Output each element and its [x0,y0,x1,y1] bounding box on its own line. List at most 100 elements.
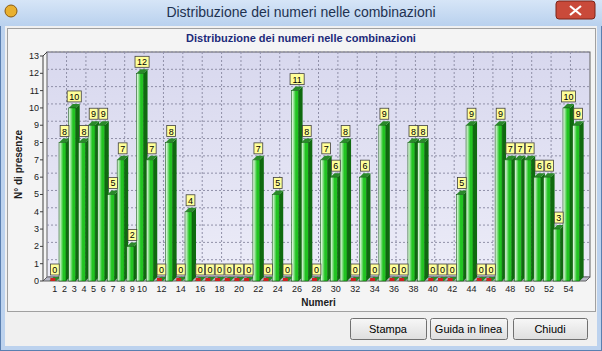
data-label: 2 [128,229,137,240]
data-label-box [419,126,428,137]
x-tick-label: 36 [389,284,399,294]
data-label-text: 0 [266,265,271,275]
data-label-text: 11 [292,75,301,85]
bar-front [98,125,105,281]
zero-marker [234,278,239,281]
close-icon [570,6,581,15]
x-tick-label: 42 [447,284,457,294]
bar [495,121,506,281]
bar-side [366,173,370,281]
data-label-box [535,160,544,171]
data-label-text: 0 [227,265,232,275]
y-tick [40,159,43,160]
bar [311,277,322,281]
data-label-box [196,264,205,275]
bar-top [243,277,254,281]
data-label-box [496,108,505,119]
bar-front [69,108,76,281]
data-label-box [264,264,273,275]
bar [437,277,448,281]
bar-top [389,277,400,281]
bar-top [78,139,89,143]
data-label-text: 12 [137,57,147,67]
y-grid [47,138,590,139]
bar-top [156,277,167,281]
bar-top [88,121,99,125]
data-label-text: 0 [488,265,493,275]
bar [476,277,487,281]
zero-marker [370,278,375,281]
x-tick-label: 10 [137,284,147,294]
data-label: 8 [80,126,89,137]
zero-marker [448,278,453,281]
x-tick-label: 26 [292,284,302,294]
bar [350,277,361,281]
x-tick-label: 14 [176,284,186,294]
data-label: 7 [516,143,525,154]
y-tick-label: 13 [29,51,39,61]
bar [359,173,370,281]
bar-top [359,173,370,177]
data-label-box [545,160,554,171]
bar-top [301,139,312,143]
y-tick [40,229,43,230]
zero-marker [477,278,482,281]
x-grid [163,52,164,277]
data-label-text: 7 [518,144,523,154]
bar-side [173,139,177,281]
bar [253,156,264,281]
y-tick-label: 1 [34,259,39,269]
zero-marker [196,278,201,281]
bar-front [321,160,328,281]
close-button[interactable] [556,1,595,19]
x-tick-label: 46 [486,284,496,294]
x-tick-label: 38 [408,284,418,294]
chart-panel [8,29,596,312]
bar-front [418,143,425,281]
button[interactable]: Chiudi [514,319,588,340]
bar [98,121,109,281]
bar-top [505,156,516,160]
button[interactable]: Guida in linea [431,319,508,340]
zero-marker [312,278,317,281]
bar [505,156,516,281]
data-label: 0 [438,264,447,275]
data-label-box [215,264,224,275]
data-label-text: 2 [130,230,135,240]
x-tick-label: 6 [101,284,106,294]
data-label: 0 [244,264,253,275]
x-tick-label: 8 [120,284,125,294]
bar [321,156,332,281]
zero-marker [205,278,210,281]
bar-top [418,139,429,143]
bar-top [224,277,235,281]
bar [301,139,312,281]
data-label-box [157,264,166,275]
bar-top [108,190,119,194]
y-axis-title: N° di presenze [13,130,24,199]
bar [573,121,584,281]
button-label: Chiudi [534,323,565,335]
data-label-box [225,264,234,275]
x-tick-label: 52 [544,284,554,294]
bar-front [379,125,386,281]
data-label-box [322,143,331,154]
button[interactable]: Stampa [351,319,427,340]
bar [195,277,206,281]
button-bg [431,319,508,340]
bar-front [146,160,153,281]
bar-top [369,277,380,281]
data-label-box [254,143,263,154]
data-label: 3 [554,212,563,223]
data-label-text: 9 [101,109,106,119]
data-label-box [290,74,304,85]
data-label: 0 [448,264,457,275]
data-label-box [206,264,215,275]
bar-front [88,125,95,281]
bar [224,277,235,281]
data-label-box [89,108,98,119]
data-label-box [283,264,292,275]
data-label: 0 [157,264,166,275]
x-axis-title: Numeri [301,297,336,308]
y-tick [40,73,43,74]
